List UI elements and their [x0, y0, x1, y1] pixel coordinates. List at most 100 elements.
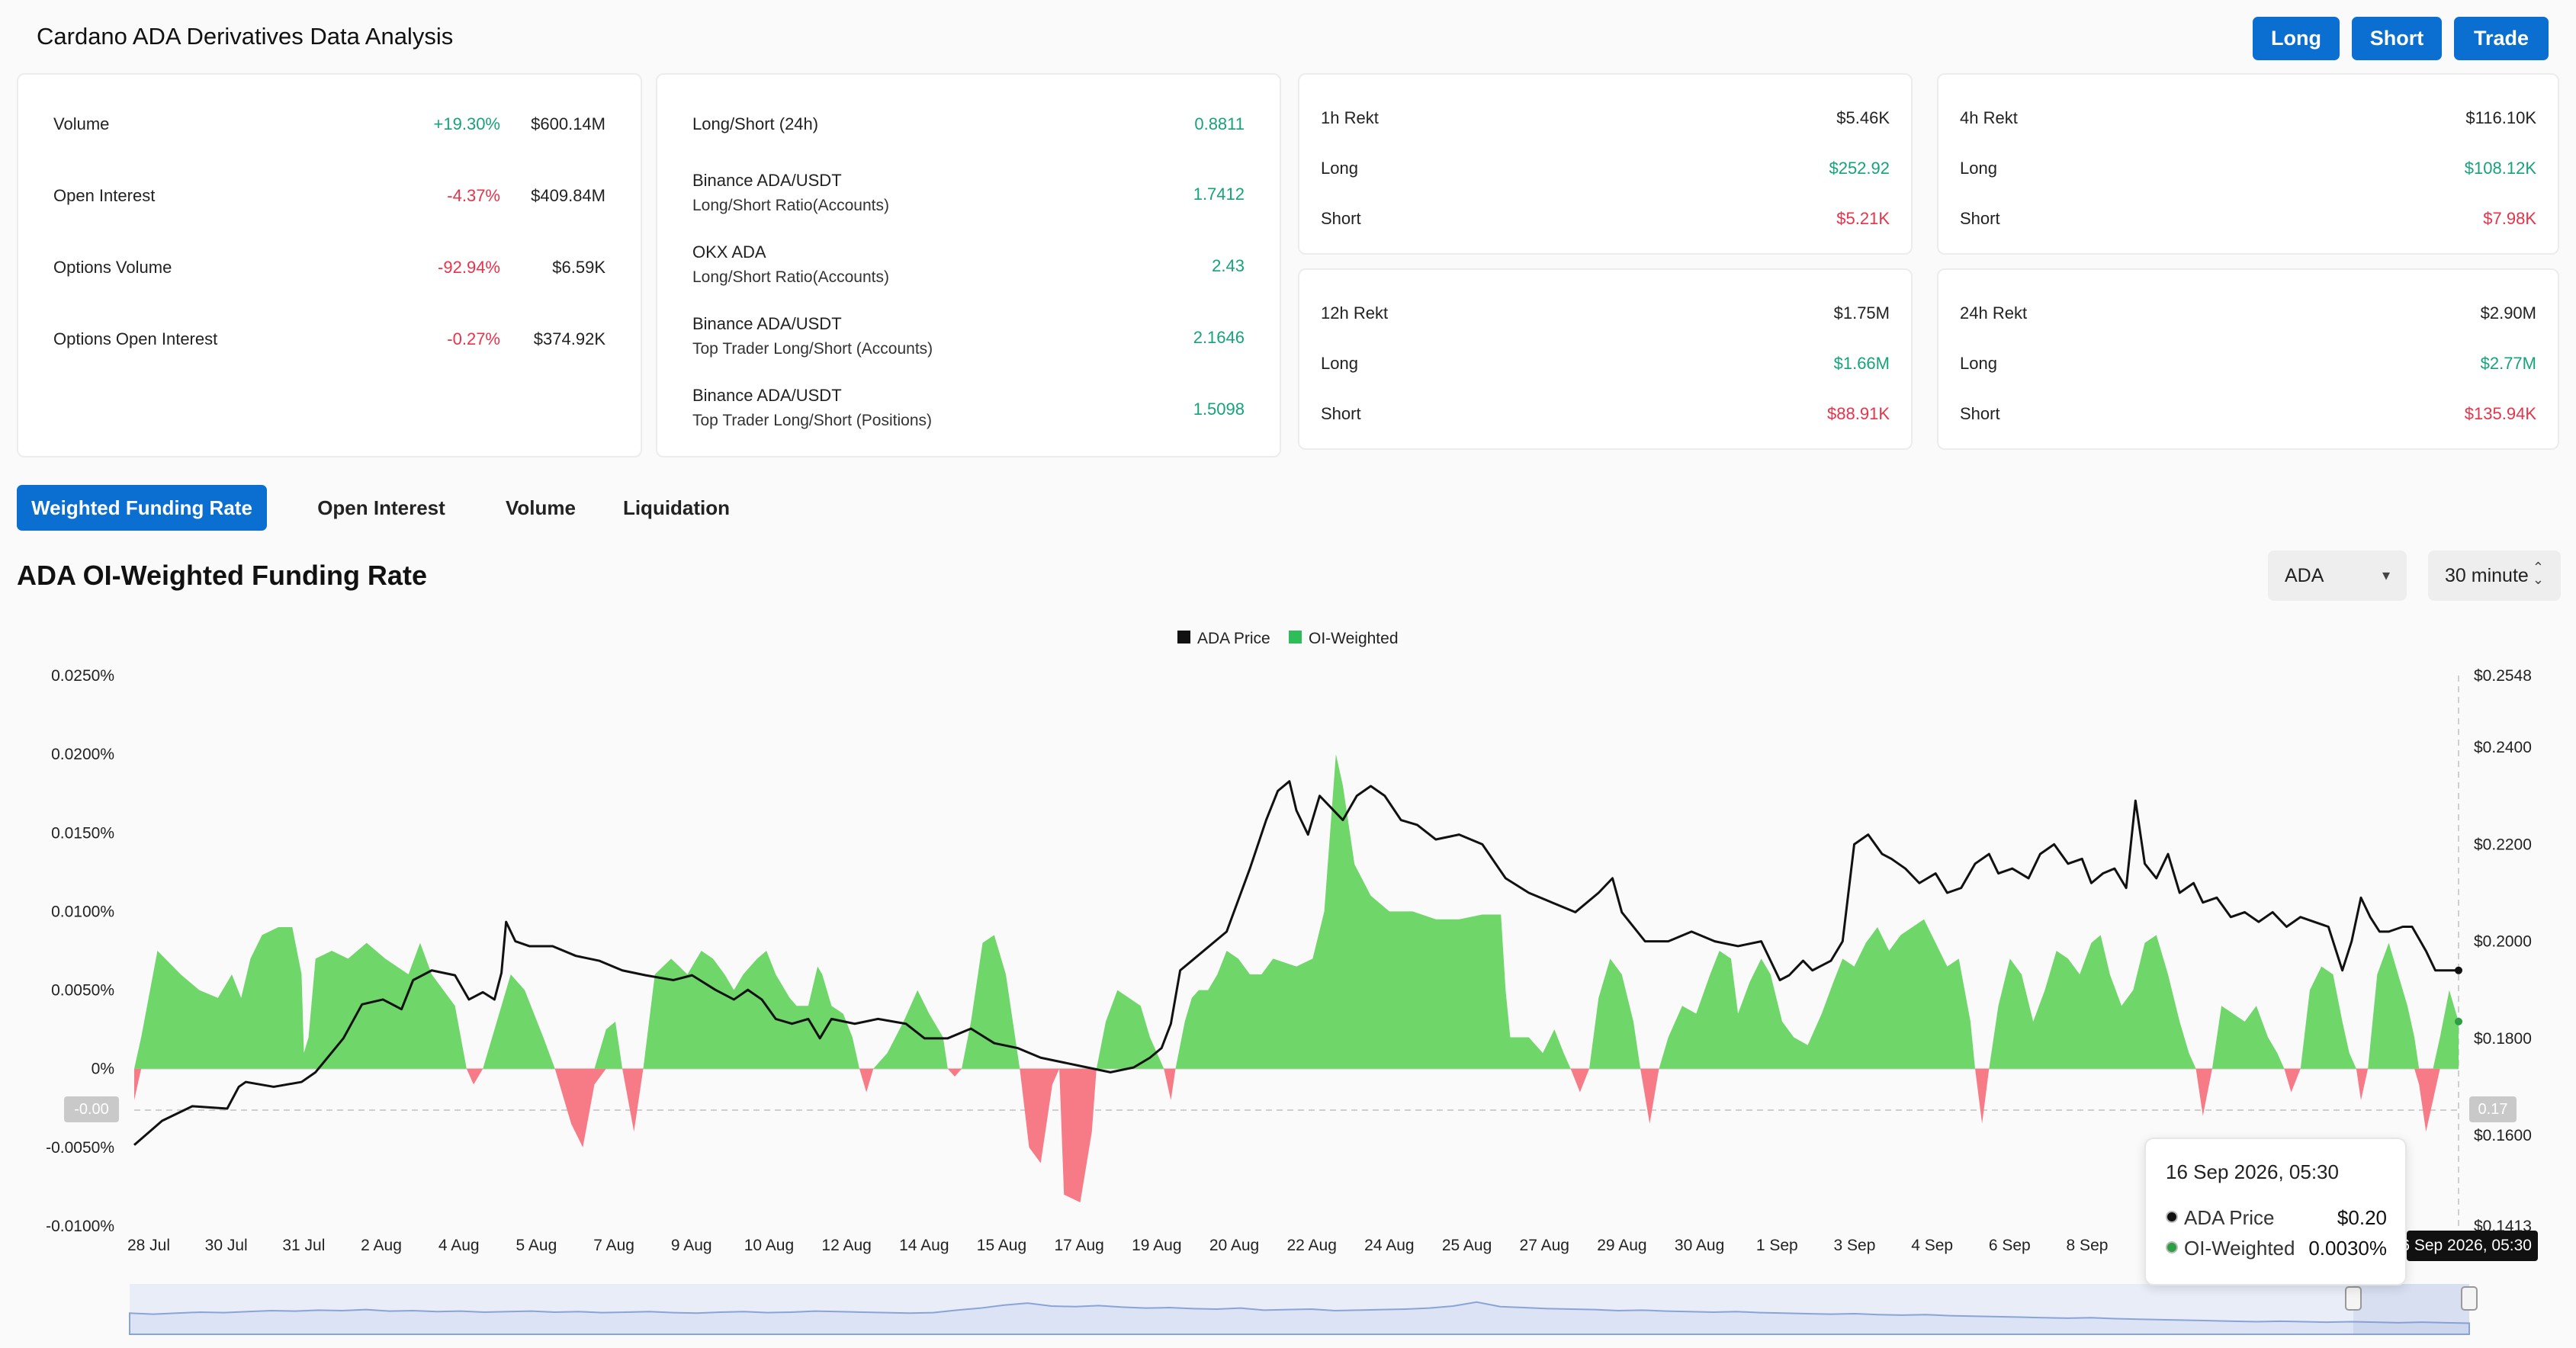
trade-button[interactable]: Trade	[2454, 17, 2549, 60]
x-tick-label: 14 Aug	[899, 1237, 949, 1254]
rekt-title: 4h Rekt	[1960, 108, 2018, 127]
tooltip-date: 16 Sep 2026, 05:30	[2166, 1160, 2339, 1183]
caret-down-icon: ▾	[2382, 567, 2390, 584]
market-stats-card: Volume +19.30% $600.14M Open Interest -4…	[17, 73, 642, 457]
x-tick-label: 4 Sep	[1911, 1237, 1953, 1254]
ratio-value: 0.8811	[1194, 114, 1245, 133]
rekt-total: $5.46K	[1836, 108, 1890, 127]
ratio-label: Binance ADA/USDT	[692, 171, 842, 190]
stat-value: $409.84M	[531, 186, 605, 205]
x-tick-label: 31 Jul	[282, 1237, 325, 1254]
rekt-total: $1.75M	[1833, 303, 1890, 323]
rekt-long-value: $252.92	[1829, 159, 1890, 178]
ratio-sublabel: Top Trader Long/Short (Accounts)	[692, 340, 933, 358]
right-axis-cursor-tag: 0.17	[2469, 1096, 2517, 1122]
x-tick-label: 28 Jul	[127, 1237, 170, 1254]
y-left-tick-label: 0.0250%	[51, 667, 114, 685]
long-short-ratio-card: Long/Short (24h) 0.8811 Binance ADA/USDT…	[656, 73, 1281, 457]
page-header: Cardano ADA Derivatives Data Analysis Lo…	[0, 0, 2576, 69]
y-right-tick-label: $0.2200	[2474, 836, 2532, 853]
ratio-sublabel: Long/Short Ratio(Accounts)	[692, 268, 889, 286]
rekt-short-label: Short	[1321, 404, 1361, 423]
stat-change: -92.94%	[438, 258, 500, 277]
x-tick-label: 22 Aug	[1286, 1237, 1336, 1254]
up-down-chevron-icon: ⌃ ⌄	[2532, 560, 2544, 587]
y-left-tick-label: 0.0200%	[51, 746, 114, 763]
rekt-title: 24h Rekt	[1960, 303, 2028, 323]
y-right-tick-label: $0.2000	[2474, 933, 2532, 951]
stat-label: Volume	[53, 114, 110, 133]
range-navigator[interactable]	[129, 1284, 2478, 1335]
rekt-long-label: Long	[1321, 159, 1358, 178]
stat-value: $374.92K	[533, 329, 605, 348]
rekt-short-label: Short	[1960, 404, 2000, 423]
x-tick-label: 7 Aug	[593, 1237, 634, 1254]
funding-rate-chart[interactable]: ADA Price OI-Weighted 0.0250% 0.0200% 0.015…	[0, 610, 2576, 1348]
rekt-short-value: $88.91K	[1827, 404, 1890, 423]
tooltip-label: ADA Price	[2184, 1206, 2275, 1229]
x-tick-label: 6 Sep	[1989, 1237, 2031, 1254]
chart-tooltip: 16 Sep 2026, 05:30 ADA Price $0.20 OI-We…	[2144, 1138, 2407, 1285]
rekt-long-label: Long	[1960, 159, 1997, 178]
x-tick-label: 10 Aug	[744, 1237, 794, 1254]
interval-select[interactable]: 30 minute ⌃ ⌄	[2428, 550, 2561, 601]
x-tick-label: 30 Jul	[205, 1237, 248, 1254]
x-tick-label: 12 Aug	[821, 1237, 871, 1254]
coin-select[interactable]: ADA ▾	[2268, 550, 2407, 601]
rekt-long-value: $108.12K	[2464, 159, 2536, 178]
x-tick-label: 5 Aug	[516, 1237, 557, 1254]
navigator-series	[129, 1301, 2470, 1335]
y-left-tick-label: 0%	[92, 1061, 114, 1078]
rekt-short-value: $5.21K	[1836, 209, 1890, 228]
stat-value: $6.59K	[552, 258, 605, 277]
page-title: Cardano ADA Derivatives Data Analysis	[37, 23, 454, 50]
rekt-long-label: Long	[1960, 354, 1997, 373]
rekt-total: $2.90M	[2480, 303, 2536, 323]
ratio-value: 2.43	[1212, 256, 1245, 275]
tab-volume[interactable]: Volume	[506, 496, 576, 519]
rekt-card-24h: 24h Rekt $2.90M Long $2.77M Short $135.9…	[1937, 268, 2559, 450]
long-button[interactable]: Long	[2253, 17, 2340, 60]
x-tick-label: 24 Aug	[1364, 1237, 1414, 1254]
tab-liquidation[interactable]: Liquidation	[622, 496, 731, 519]
y-axis-right: $0.2548 $0.2400 $0.2200 $0.2000 $0.1800 $0.16…	[2474, 667, 2532, 1235]
chart-canvas[interactable]: ADA Price OI-Weighted 0.0250% 0.0200% 0.015…	[0, 610, 2576, 1348]
rekt-short-label: Short	[1960, 209, 2000, 228]
x-tick-label: 20 Aug	[1209, 1237, 1259, 1254]
short-button[interactable]: Short	[2352, 17, 2442, 60]
rekt-title: 12h Rekt	[1321, 303, 1389, 323]
legend-label-oi-weighted: OI-Weighted	[1309, 630, 1399, 647]
tab-open-interest[interactable]: Open Interest	[317, 496, 445, 519]
tooltip-row-oi-weighted: OI-Weighted 0.0030%	[2166, 1237, 2387, 1260]
x-tick-label: 3 Sep	[1834, 1237, 1876, 1254]
series-dot-icon	[2166, 1211, 2178, 1223]
chart-legend: ADA Price OI-Weighted	[1177, 630, 1399, 647]
x-axis: 28 Jul 30 Jul 31 Jul 2 Aug 4 Aug 5 Aug 7 Aug 9 …	[127, 1237, 2108, 1254]
tooltip-value: $0.20	[2337, 1206, 2387, 1229]
series-dot-icon	[2166, 1241, 2178, 1253]
tooltip-value: 0.0030%	[2308, 1237, 2387, 1260]
rekt-long-label: Long	[1321, 354, 1358, 373]
ratio-value: 1.7412	[1193, 185, 1245, 204]
x-tick-label: 4 Aug	[438, 1237, 480, 1254]
y-axis-left: 0.0250% 0.0200% 0.0150% 0.0100% 0.0050% 0% -0.…	[46, 667, 114, 1235]
rekt-long-value: $2.77M	[2480, 354, 2536, 373]
ratio-label: Binance ADA/USDT	[692, 314, 842, 333]
chart-section-title: ADA OI-Weighted Funding Rate	[17, 560, 427, 591]
ratio-sublabel: Top Trader Long/Short (Positions)	[692, 412, 932, 429]
y-right-tick-label: $0.2400	[2474, 739, 2532, 756]
rekt-total: $116.10K	[2465, 108, 2536, 127]
tab-weighted-funding-rate[interactable]: Weighted Funding Rate	[17, 485, 267, 531]
x-tick-label: 19 Aug	[1132, 1237, 1181, 1254]
stat-change: +19.30%	[433, 114, 500, 133]
navigator-right-handle-icon	[2461, 1286, 2478, 1311]
left-axis-cursor-tag: -0.00	[64, 1096, 119, 1122]
x-tick-label: 9 Aug	[671, 1237, 712, 1254]
stat-change: -4.37%	[447, 186, 500, 205]
ratio-value: 2.1646	[1193, 328, 1245, 347]
price-marker	[2455, 966, 2462, 974]
navigator-selection	[2353, 1284, 2469, 1334]
x-tick-label: 27 Aug	[1520, 1237, 1569, 1254]
coin-select-value: ADA	[2285, 564, 2324, 586]
rekt-long-value: $1.66M	[1833, 354, 1890, 373]
